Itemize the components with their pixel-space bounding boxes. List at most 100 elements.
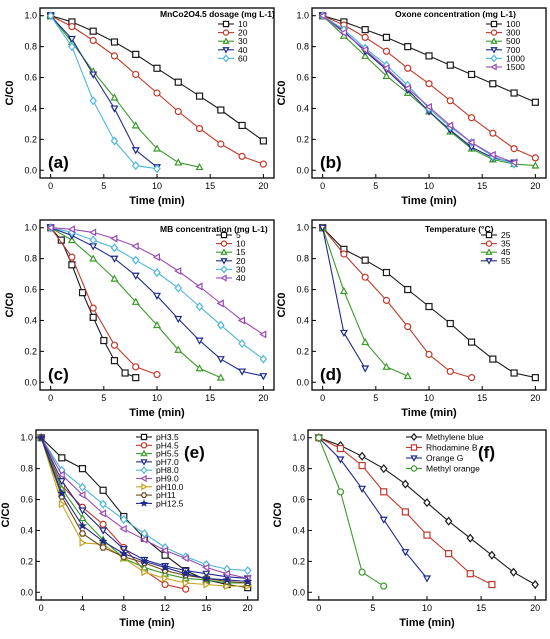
- data-point: [195, 92, 204, 100]
- data-point: [78, 507, 87, 515]
- data-point: [110, 52, 119, 60]
- data-point: [380, 488, 388, 496]
- data-point: [467, 338, 476, 346]
- data-point: [358, 461, 366, 470]
- y-tick-label: 0.0: [296, 165, 309, 175]
- legend-label: pH4.5: [156, 440, 179, 450]
- legend-label: pH11: [156, 490, 176, 500]
- y-tick-label: 0.4: [296, 103, 309, 113]
- series-1500: [318, 11, 518, 167]
- series-line: [318, 437, 384, 587]
- data-point: [243, 566, 252, 576]
- data-point: [382, 71, 391, 80]
- legend-label: 15: [236, 247, 246, 257]
- data-point: [78, 513, 87, 522]
- x-tick-label: 20: [258, 393, 268, 403]
- data-point: [195, 162, 204, 171]
- data-point: [489, 80, 497, 88]
- data-point: [132, 374, 140, 382]
- data-point: [380, 582, 388, 590]
- data-point: [78, 289, 87, 297]
- data-point: [78, 465, 87, 473]
- data-point: [78, 530, 87, 537]
- data-point: [424, 102, 432, 111]
- series-line: [322, 15, 515, 164]
- data-point: [132, 363, 140, 371]
- x-tick-label: 10: [424, 181, 434, 191]
- legend-marker: [140, 433, 148, 441]
- data-point: [336, 444, 345, 453]
- y-tick-label: 0.2: [20, 556, 33, 566]
- legend-label: pH9.0: [156, 474, 179, 484]
- data-point: [531, 154, 539, 162]
- data-point: [131, 121, 140, 129]
- series-60: [46, 11, 161, 174]
- y-tick-label: 0.4: [296, 315, 309, 325]
- x-tick-label: 12: [160, 603, 170, 613]
- data-point: [132, 50, 140, 58]
- series-5: [47, 224, 140, 382]
- data-point: [466, 570, 474, 578]
- panel-b: 0 5 10 15 20 0.0 0.2 0.4 0.6 0.8 1.0 Time (min) C/C0…: [276, 7, 547, 207]
- series-line: [50, 15, 264, 142]
- data-point: [401, 479, 410, 489]
- data-point: [217, 140, 225, 148]
- data-point: [89, 96, 97, 106]
- y-tick-label: 0.8: [24, 42, 37, 52]
- data-point: [152, 144, 162, 152]
- y-tick-label: 1.0: [296, 11, 309, 21]
- data-point: [152, 320, 162, 329]
- data-point: [153, 268, 161, 278]
- data-point: [119, 515, 128, 525]
- data-point: [110, 93, 119, 101]
- x-tick-label: 0: [39, 603, 44, 613]
- series-methylene-blue: [315, 433, 539, 590]
- data-point: [509, 567, 518, 577]
- data-point: [68, 253, 76, 261]
- data-point: [89, 313, 97, 321]
- data-point: [110, 105, 119, 113]
- data-point: [259, 373, 268, 381]
- legend: Oxone concentration (mg L-1)100300500700…: [395, 9, 525, 72]
- series-line: [50, 15, 158, 168]
- data-point: [201, 573, 211, 583]
- y-tick-label: 0.6: [20, 495, 33, 505]
- legend-marker: [222, 20, 230, 28]
- y-tick-label: 0.6: [292, 495, 305, 505]
- y-tick-label: 1.0: [292, 433, 305, 443]
- legend-marker: [222, 37, 230, 44]
- data-point: [58, 500, 67, 509]
- data-point: [195, 282, 203, 291]
- x-tick-label: 15: [476, 603, 486, 613]
- data-point: [99, 499, 107, 509]
- data-point: [361, 273, 369, 281]
- data-point: [259, 330, 267, 339]
- series-20: [47, 12, 267, 168]
- data-point: [216, 299, 224, 308]
- x-axis-label: Time (min): [119, 617, 175, 629]
- data-point: [422, 575, 432, 583]
- y-tick-label: 0.0: [20, 587, 33, 597]
- data-point: [382, 47, 391, 55]
- data-point: [99, 486, 107, 494]
- y-tick-label: 0.6: [24, 73, 37, 83]
- data-point: [119, 548, 129, 558]
- data-point: [423, 498, 431, 508]
- x-tick-label: 10: [424, 393, 434, 403]
- data-point: [140, 529, 149, 539]
- data-point: [110, 357, 119, 365]
- data-point: [531, 374, 539, 382]
- data-point: [446, 61, 454, 69]
- x-tick-label: 20: [530, 603, 540, 613]
- legend-label: pH5.5: [156, 449, 179, 459]
- y-tick-label: 1.0: [24, 223, 37, 233]
- data-point: [425, 80, 433, 88]
- panel-e: 0 4 8 12 16 20 0.0 0.2 0.4 0.6 0.8 1.0 Time (min) C/C…: [0, 429, 259, 629]
- x-tick-label: 5: [101, 393, 106, 403]
- data-point: [361, 51, 370, 59]
- legend-label: 45: [501, 247, 511, 257]
- x-tick-label: 20: [258, 181, 268, 191]
- data-point: [121, 369, 129, 377]
- data-point: [404, 285, 412, 294]
